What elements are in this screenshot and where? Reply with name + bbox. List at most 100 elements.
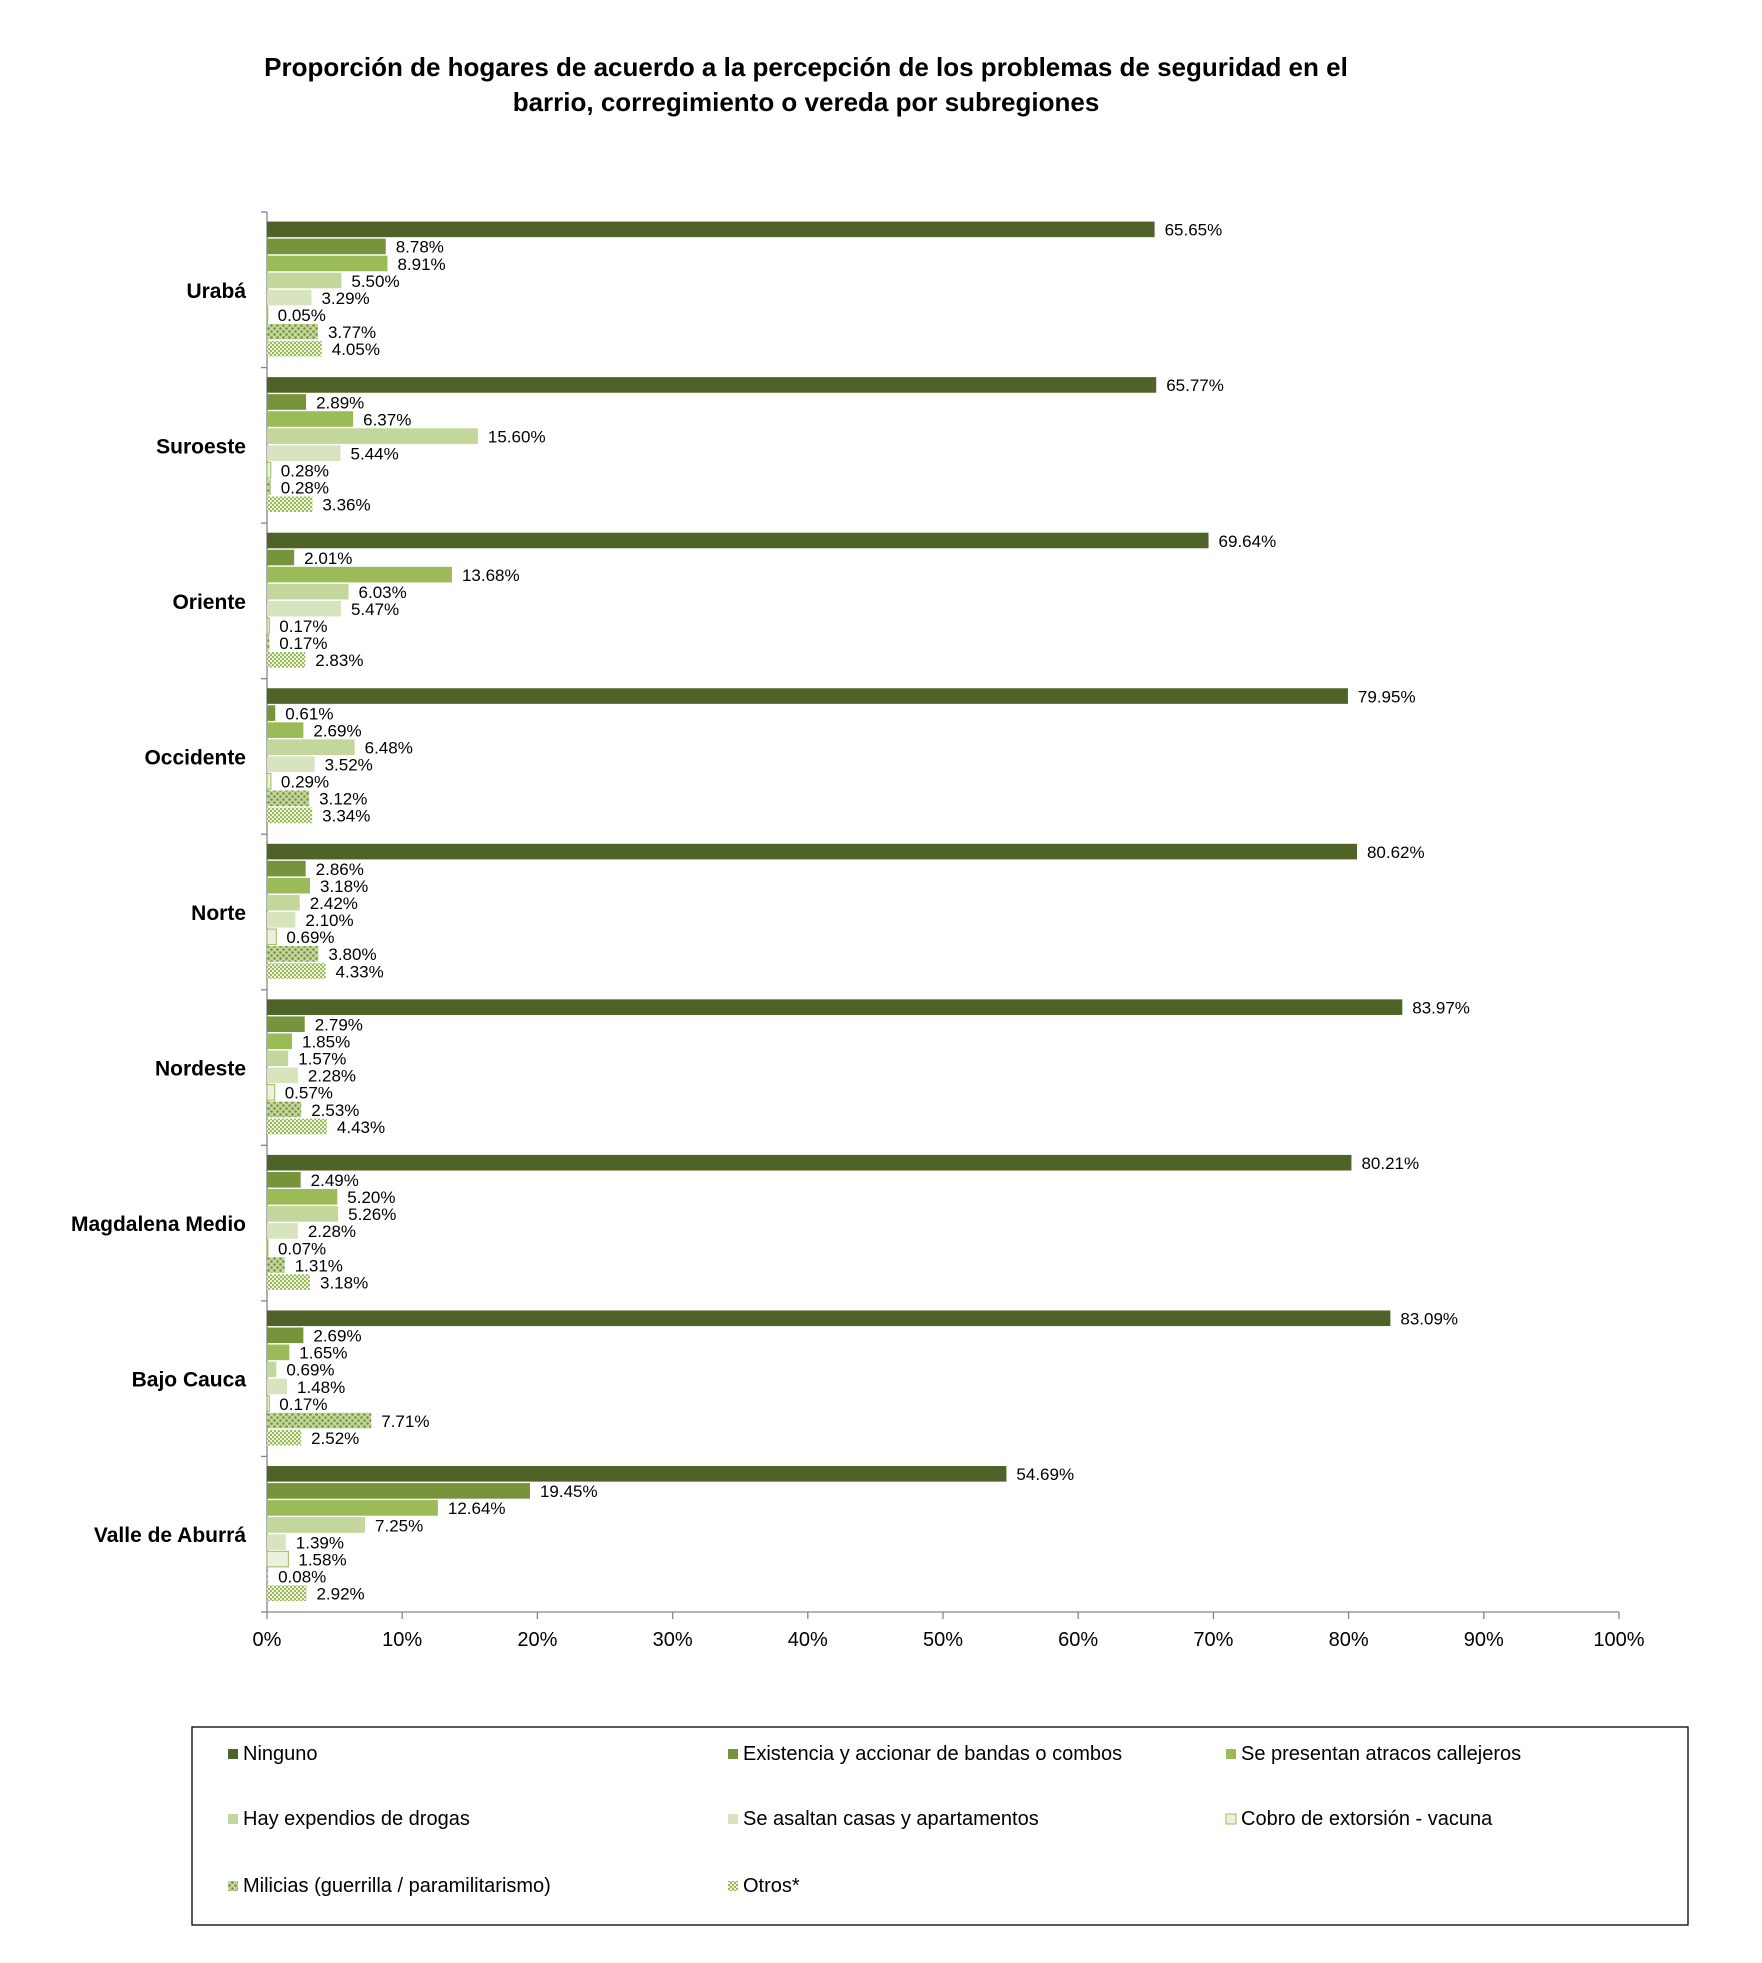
bar xyxy=(267,377,1157,393)
bar xyxy=(266,1239,269,1257)
category-label: Occidente xyxy=(144,746,246,769)
data-label: 3.29% xyxy=(321,289,369,308)
legend-label: Existencia y accionar de bandas o combos xyxy=(743,1743,1122,1765)
legend-marker xyxy=(1226,1749,1236,1759)
data-label: 54.69% xyxy=(1016,1465,1074,1484)
data-label: 2.42% xyxy=(310,894,358,913)
bar xyxy=(267,1206,339,1222)
bar xyxy=(267,566,452,583)
chart-title-line-1: Proporción de hogares de acuerdo a la pe… xyxy=(264,52,1348,82)
data-label: 3.77% xyxy=(328,323,376,342)
data-label: 5.20% xyxy=(347,1188,395,1207)
legend-label: Cobro de extorsión - vacuna xyxy=(1241,1808,1493,1830)
x-tick-label: 60% xyxy=(1058,1629,1098,1651)
bar xyxy=(267,496,313,513)
bar xyxy=(267,1189,338,1205)
category-label: Nordeste xyxy=(155,1058,246,1081)
data-label: 5.50% xyxy=(351,272,399,291)
category-label: Oriente xyxy=(172,591,246,614)
legend: Ninguno Existencia y accionar de bandas o… xyxy=(191,1726,1689,1926)
x-tick-label: 10% xyxy=(382,1629,422,1651)
data-label: 83.97% xyxy=(1412,998,1470,1017)
data-label: 0.69% xyxy=(286,1361,334,1380)
data-label: 2.10% xyxy=(305,911,353,930)
bar xyxy=(267,1483,530,1499)
chart-title-line-2: barrio, corregimiento o vereda por subre… xyxy=(513,87,1100,117)
bar xyxy=(267,877,310,894)
bar xyxy=(267,323,318,340)
legend-marker xyxy=(728,1749,738,1759)
legend-label: Se presentan atracos callejeros xyxy=(1241,1743,1521,1765)
data-label: 4.33% xyxy=(336,962,384,981)
data-label: 0.28% xyxy=(281,479,329,498)
bar xyxy=(267,1101,302,1118)
bar xyxy=(267,1223,298,1239)
data-label: 0.29% xyxy=(281,773,329,792)
bar xyxy=(267,1327,304,1344)
bar xyxy=(266,1550,289,1568)
bar xyxy=(266,306,269,323)
category-label: Suroeste xyxy=(156,435,246,458)
bar xyxy=(267,722,304,738)
legend-marker xyxy=(228,1749,238,1759)
x-tick-label: 40% xyxy=(788,1629,828,1651)
data-label: 4.05% xyxy=(332,340,380,359)
legend-marker xyxy=(728,1881,738,1891)
data-label: 8.91% xyxy=(397,255,445,274)
bar xyxy=(266,928,277,946)
bar xyxy=(267,1016,305,1033)
legend-marker xyxy=(728,1814,738,1824)
data-label: 65.65% xyxy=(1165,221,1223,240)
bar xyxy=(267,843,1357,860)
bar xyxy=(267,1466,1007,1482)
data-label: 0.07% xyxy=(278,1239,326,1258)
data-label: 0.57% xyxy=(285,1084,333,1103)
category-label: Valle de Aburrá xyxy=(94,1524,246,1547)
data-label: 8.78% xyxy=(396,238,444,257)
bar xyxy=(266,461,272,479)
legend-label: Hay expendios de drogas xyxy=(243,1808,470,1830)
x-tick-label: 30% xyxy=(653,1629,693,1651)
bar xyxy=(267,1344,290,1361)
data-label: 3.18% xyxy=(320,877,368,896)
data-label: 12.64% xyxy=(448,1499,506,1518)
bar xyxy=(266,1395,270,1412)
data-label: 5.26% xyxy=(348,1205,396,1224)
data-label: 2.52% xyxy=(311,1429,359,1448)
bar xyxy=(267,238,386,255)
legend-marker xyxy=(228,1814,238,1824)
bar xyxy=(267,634,270,651)
bar xyxy=(267,1171,301,1188)
legend-label: Se asaltan casas y apartamentos xyxy=(743,1808,1039,1830)
bar xyxy=(267,860,306,877)
bar xyxy=(267,705,276,721)
data-label: 2.92% xyxy=(316,1584,364,1603)
category-label: Urabá xyxy=(186,280,246,303)
category-label: Bajo Cauca xyxy=(132,1369,247,1392)
data-label: 6.37% xyxy=(363,410,411,429)
data-label: 1.48% xyxy=(297,1378,345,1397)
data-label: 2.69% xyxy=(313,721,361,740)
data-label: 0.17% xyxy=(279,1395,327,1414)
data-label: 2.86% xyxy=(316,860,364,879)
data-label: 0.61% xyxy=(285,704,333,723)
legend-box xyxy=(191,1726,1689,1926)
category-label: Norte xyxy=(191,902,246,925)
data-label: 2.53% xyxy=(311,1101,359,1120)
bar xyxy=(267,272,342,289)
data-label: 7.25% xyxy=(375,1516,423,1535)
data-label: 2.28% xyxy=(308,1067,356,1086)
data-label: 0.28% xyxy=(281,461,329,480)
bar xyxy=(267,583,349,600)
data-label: 65.77% xyxy=(1166,376,1224,395)
data-label: 0.08% xyxy=(278,1567,326,1586)
data-label: 3.80% xyxy=(328,945,376,964)
x-tick-label: 100% xyxy=(1593,1629,1644,1651)
bar xyxy=(267,479,271,496)
data-label: 2.79% xyxy=(315,1016,363,1035)
data-label: 1.65% xyxy=(299,1344,347,1363)
legend-label: Ninguno xyxy=(243,1743,318,1765)
bar xyxy=(267,1033,293,1050)
bar xyxy=(267,963,326,979)
bar xyxy=(267,1050,289,1067)
